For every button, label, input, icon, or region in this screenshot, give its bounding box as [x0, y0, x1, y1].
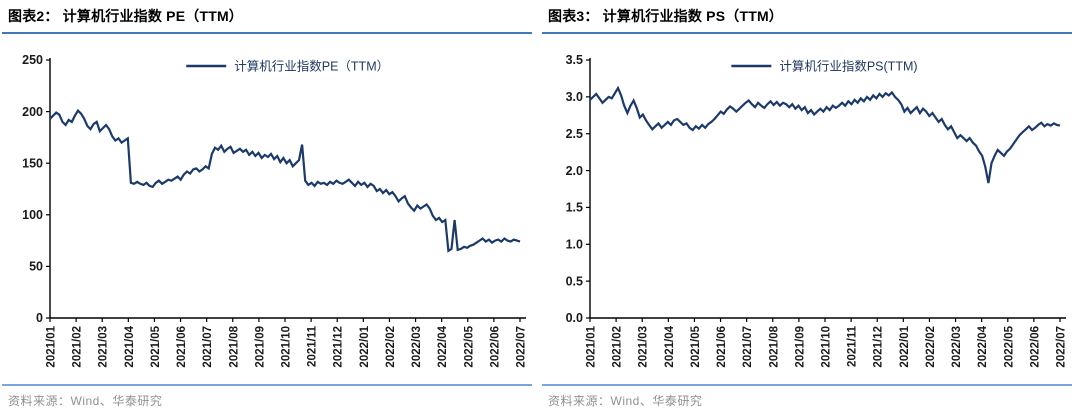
x-tick-label: 2021/01	[46, 325, 58, 367]
x-tick-label: 2021/11	[847, 325, 859, 367]
x-tick-label: 2022/03	[411, 326, 423, 368]
ps-line-chart: 0.0 0.5 1.0 1.5 2.0 2.5 3.0 3.5 2021/01 2021/02 20…	[566, 53, 1068, 368]
y-tick-label: 0	[36, 311, 43, 325]
figure-bottom-rule	[2, 384, 532, 386]
x-tick-label: 2021/02	[612, 326, 624, 368]
x-tick-label: 2021/10	[281, 326, 293, 368]
x-tick-label: 2021/08	[228, 325, 240, 367]
x-tick-label: 2021/07	[202, 326, 214, 368]
x-tick-label: 2021/05	[690, 325, 702, 367]
y-tick-label: 0.0	[566, 311, 583, 325]
x-tick-label: 2021/12	[873, 326, 885, 368]
x-tick-label: 2021/05	[150, 325, 162, 367]
x-tick-label: 2021/04	[664, 325, 676, 367]
figure-panel-ps: 图表3： 计算机行业指数 PS（TTM） 0.0 0.5 1.0 1.5 2.0 2.5 3…	[540, 0, 1080, 418]
x-tick-label: 2021/08	[768, 325, 780, 367]
y-tick-label: 250	[22, 53, 43, 67]
x-tick-label: 2021/10	[821, 326, 833, 368]
y-tick-label: 1.5	[566, 201, 583, 215]
pe-line-chart: 0 50 100 150 200 250 2021/01 2021/02 2021/03 2021…	[22, 53, 528, 368]
x-tick-label: 2021/04	[124, 325, 136, 367]
figure-title-pe: 图表2： 计算机行业指数 PE（TTM）	[8, 8, 244, 24]
x-tick-label: 2021/09	[254, 326, 266, 368]
x-tick-label: 2022/06	[1029, 326, 1041, 368]
x-tick-label: 2021/03	[98, 326, 110, 368]
x-tick-label: 2021/06	[176, 326, 188, 368]
legend-label: 计算机行业指数PE（TTM）	[234, 59, 389, 74]
x-tick-label: 2022/01	[359, 325, 371, 367]
x-tick-label: 2022/02	[925, 326, 937, 368]
title-underline	[2, 32, 532, 34]
series-line	[589, 85, 1061, 184]
x-tick-label: 2021/01	[586, 325, 598, 367]
x-tick-label: 2022/05	[1003, 325, 1015, 367]
legend-label: 计算机行业指数PS(TTM)	[779, 59, 917, 74]
source-note-ps: 资料来源：Wind、华泰研究	[548, 394, 703, 408]
x-tick-label: 2021/11	[307, 325, 319, 367]
x-tick-label: 2022/02	[385, 326, 397, 368]
title-underline	[542, 32, 1072, 34]
x-tick-label: 2022/06	[489, 326, 501, 368]
y-tick-label: 3.0	[566, 90, 583, 104]
y-tick-label: 0.5	[566, 274, 583, 288]
source-note-pe: 资料来源：Wind、华泰研究	[8, 394, 163, 408]
y-tick-label: 150	[22, 156, 43, 170]
x-tick-label: 2022/03	[951, 326, 963, 368]
x-tick-label: 2021/06	[716, 326, 728, 368]
y-tick-label: 3.5	[566, 53, 583, 67]
y-tick-label: 50	[29, 260, 43, 274]
y-tick-label: 2.0	[566, 164, 583, 178]
x-tick-label: 2021/03	[638, 326, 650, 368]
x-tick-label: 2022/01	[899, 325, 911, 367]
figure-panel-pe: 图表2： 计算机行业指数 PE（TTM） 0 50 100 150 200 250 2021…	[2, 8, 532, 408]
x-tick-label: 2021/02	[72, 326, 84, 368]
figure-bottom-rule	[542, 384, 1072, 386]
x-tick-label: 2022/07	[516, 326, 528, 368]
y-tick-label: 200	[22, 105, 43, 119]
x-tick-label: 2022/04	[977, 325, 989, 367]
x-tick-label: 2022/04	[437, 325, 449, 367]
series-line	[49, 108, 521, 253]
x-tick-label: 2021/12	[333, 326, 345, 368]
y-tick-label: 100	[22, 208, 43, 222]
x-tick-label: 2021/09	[794, 326, 806, 368]
y-tick-label: 1.0	[566, 237, 583, 251]
x-tick-label: 2022/07	[1056, 326, 1068, 368]
figure-title-ps: 图表3： 计算机行业指数 PS（TTM）	[548, 8, 784, 24]
y-tick-label: 2.5	[566, 127, 583, 141]
x-tick-label: 2022/05	[463, 325, 475, 367]
x-tick-label: 2021/07	[742, 326, 754, 368]
